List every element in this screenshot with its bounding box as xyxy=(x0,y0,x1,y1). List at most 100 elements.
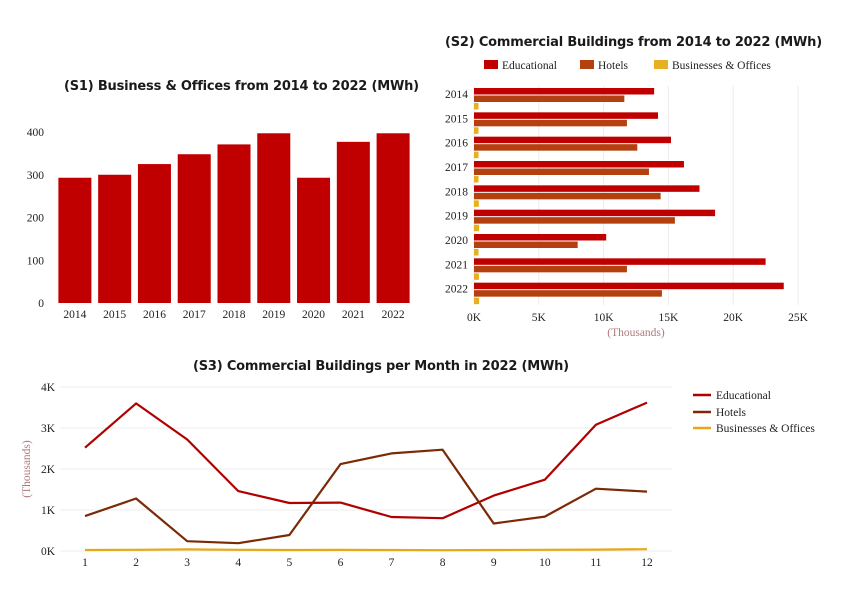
s1-ytick-label: 400 xyxy=(27,127,45,139)
s2-bar xyxy=(474,176,479,183)
s2-bar xyxy=(474,209,716,217)
s3-xtick-label: 4 xyxy=(235,557,241,569)
s2-bar xyxy=(474,290,662,297)
s2-chart: 0K 5K 10K 15K 20K 25K (Thousands) Educational Ho… xyxy=(445,60,809,339)
s3-xtick-label: 5 xyxy=(286,557,292,569)
s2-bar xyxy=(474,136,671,144)
s2-bar xyxy=(474,217,675,224)
s3-title: (S3) Commercial Buildings per Month in 2… xyxy=(193,359,569,374)
s2-bar xyxy=(474,241,578,248)
s2-bar xyxy=(474,168,649,175)
s1-ytick-label: 200 xyxy=(27,213,45,225)
s1-xtick-label: 2019 xyxy=(262,309,285,321)
s1-bar xyxy=(177,154,211,303)
s1-bar xyxy=(217,144,251,303)
s2-bar xyxy=(474,95,625,102)
s1-bar xyxy=(336,141,370,303)
s2-bar xyxy=(474,88,655,95)
s2-bar xyxy=(474,112,659,119)
s1-ytick-label: 300 xyxy=(27,170,45,182)
s3-xtick-label: 9 xyxy=(491,557,497,569)
s1-title: (S1) Business & Offices from 2014 to 202… xyxy=(64,79,419,94)
s3-xtick-label: 11 xyxy=(590,557,601,569)
s1-ytick-label: 100 xyxy=(27,255,45,267)
s2-bar xyxy=(474,185,700,192)
s2-bar xyxy=(474,103,479,110)
s3-xtick-label: 6 xyxy=(338,557,344,569)
s3-legend-label: Businesses & Offices xyxy=(716,423,815,435)
s2-bar xyxy=(474,151,479,159)
s3-legend-label: Hotels xyxy=(716,407,747,419)
s2-xaxis-unit: (Thousands) xyxy=(607,327,665,339)
s2-bar xyxy=(474,119,627,127)
s3-series-line xyxy=(84,448,648,545)
s2-bar xyxy=(474,234,607,241)
s2-bar xyxy=(474,297,480,305)
s1-ytick-label: 0 xyxy=(38,298,44,310)
s2-xtick-label: 10K xyxy=(594,312,615,324)
s3-xtick-label: 2 xyxy=(133,557,139,569)
s3-series-line xyxy=(84,401,648,520)
s2-ytick-label: 2019 xyxy=(445,211,468,223)
s2-ytick-label: 2017 xyxy=(445,162,468,174)
s2-bar xyxy=(474,265,627,273)
s1-chart: 0 100 200 300 400 2014 2015 2016 2017 2018 2019 202… xyxy=(27,127,410,321)
s2-ytick-label: 2020 xyxy=(445,235,468,247)
s2-ytick-label: 2018 xyxy=(445,186,468,198)
s1-bar xyxy=(58,177,92,303)
s2-legend-label: Hotels xyxy=(598,60,629,72)
s1-xtick-label: 2021 xyxy=(342,309,365,321)
s3-xtick-label: 10 xyxy=(539,557,551,569)
s2-xtick-label: 5K xyxy=(532,312,547,324)
s2-bar xyxy=(474,200,479,207)
s3-legend-label: Educational xyxy=(716,390,771,402)
s1-bar xyxy=(137,164,171,303)
s1-bar xyxy=(376,133,410,303)
s2-legend-swatch xyxy=(580,60,594,69)
s3-series-line xyxy=(84,548,648,552)
s2-ytick-label: 2022 xyxy=(445,284,468,296)
s3-ytick-label: 1K xyxy=(41,505,56,517)
s1-xtick-label: 2016 xyxy=(143,309,166,321)
s3-xtick-label: 7 xyxy=(389,557,395,569)
s3-ytick-label: 3K xyxy=(41,423,56,435)
s2-legend-label: Educational xyxy=(502,60,557,72)
s2-legend-label: Businesses & Offices xyxy=(672,60,771,72)
s1-bar xyxy=(98,174,132,303)
s1-bar xyxy=(257,133,291,303)
s3-xtick-label: 3 xyxy=(184,557,190,569)
s1-bar xyxy=(297,177,331,303)
s3-xtick-label: 1 xyxy=(82,557,88,569)
s1-xtick-label: 2014 xyxy=(63,309,86,321)
s3-xtick-label: 12 xyxy=(641,557,653,569)
s1-xtick-label: 2020 xyxy=(302,309,325,321)
s1-xtick-label: 2017 xyxy=(183,309,206,321)
s2-bar xyxy=(474,249,479,256)
s2-bar xyxy=(474,282,784,290)
s2-bar xyxy=(474,224,480,232)
s2-ytick-label: 2014 xyxy=(445,89,468,101)
s2-xtick-label: 0K xyxy=(467,312,482,324)
s2-xtick-label: 25K xyxy=(788,312,809,324)
s3-xtick-label: 8 xyxy=(440,557,446,569)
s1-xtick-label: 2015 xyxy=(103,309,126,321)
s2-bar xyxy=(474,258,766,265)
s2-xtick-label: 20K xyxy=(723,312,744,324)
s2-ytick-label: 2021 xyxy=(445,259,468,271)
s2-bar xyxy=(474,127,479,134)
s2-xtick-label: 15K xyxy=(658,312,679,324)
s2-bar xyxy=(474,192,661,200)
s1-xtick-label: 2022 xyxy=(382,309,405,321)
s3-yaxis-unit: (Thousands) xyxy=(21,440,33,498)
s2-ytick-label: 2016 xyxy=(445,138,468,150)
s3-ytick-label: 4K xyxy=(41,382,56,394)
s2-legend-swatch xyxy=(484,60,498,69)
s2-title: (S2) Commercial Buildings from 2014 to 2… xyxy=(445,35,822,50)
s1-xtick-label: 2018 xyxy=(223,309,246,321)
s2-bar xyxy=(474,161,684,168)
s2-bar xyxy=(474,273,479,280)
s3-ytick-label: 2K xyxy=(41,464,56,476)
s2-ytick-label: 2015 xyxy=(445,113,468,125)
